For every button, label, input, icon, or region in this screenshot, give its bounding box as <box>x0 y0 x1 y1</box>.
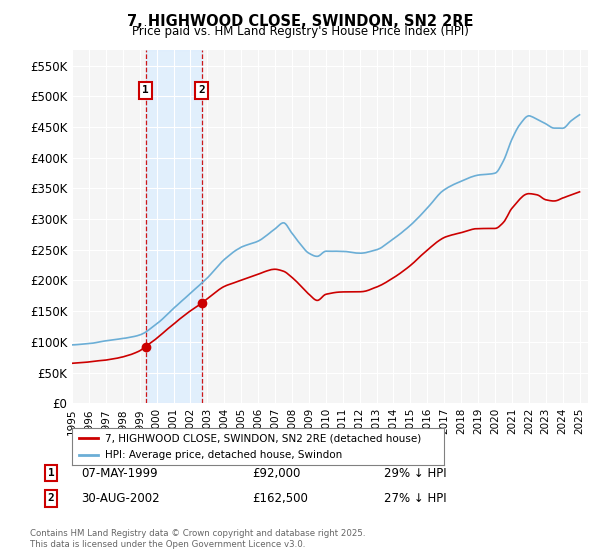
Text: 7, HIGHWOOD CLOSE, SWINDON, SN2 2RE (detached house): 7, HIGHWOOD CLOSE, SWINDON, SN2 2RE (det… <box>106 433 422 443</box>
Bar <box>146 50 202 403</box>
Text: 29% ↓ HPI: 29% ↓ HPI <box>384 466 446 480</box>
Text: HPI: Average price, detached house, Swindon: HPI: Average price, detached house, Swin… <box>106 450 343 460</box>
Text: Contains HM Land Registry data © Crown copyright and database right 2025.
This d: Contains HM Land Registry data © Crown c… <box>30 529 365 549</box>
Text: £92,000: £92,000 <box>252 466 301 480</box>
Text: 07-MAY-1999: 07-MAY-1999 <box>81 466 158 480</box>
Text: 27% ↓ HPI: 27% ↓ HPI <box>384 492 446 505</box>
Text: 7, HIGHWOOD CLOSE, SWINDON, SN2 2RE: 7, HIGHWOOD CLOSE, SWINDON, SN2 2RE <box>127 14 473 29</box>
Text: 2: 2 <box>47 493 55 503</box>
Text: £162,500: £162,500 <box>252 492 308 505</box>
Text: 2: 2 <box>198 85 205 95</box>
Text: Price paid vs. HM Land Registry's House Price Index (HPI): Price paid vs. HM Land Registry's House … <box>131 25 469 38</box>
Text: 1: 1 <box>142 85 149 95</box>
Text: 30-AUG-2002: 30-AUG-2002 <box>81 492 160 505</box>
Text: 1: 1 <box>47 468 55 478</box>
